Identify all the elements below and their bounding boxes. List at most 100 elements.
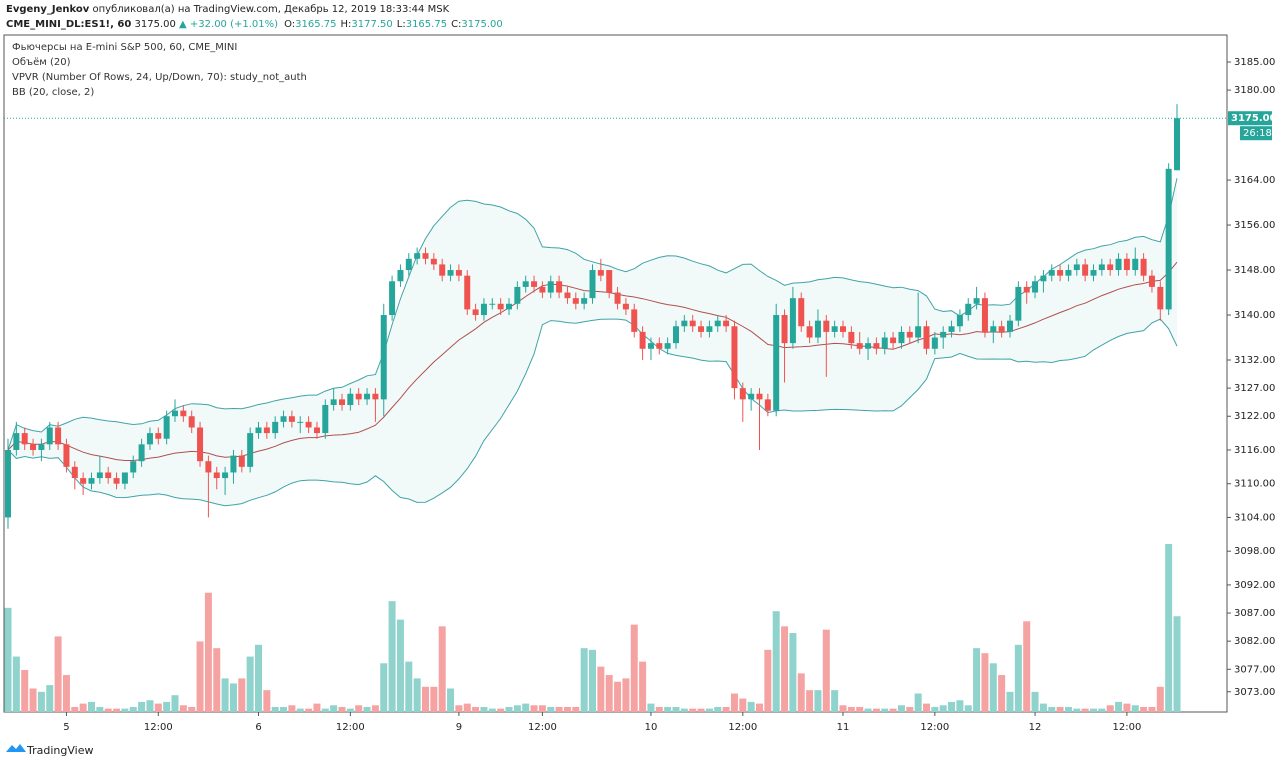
candle-body [96, 472, 103, 479]
y-tick-label: 3104.00 [1234, 512, 1275, 523]
volume-bar [104, 708, 112, 712]
volume-bar [714, 706, 722, 712]
candle-body [30, 444, 37, 450]
candle-body [1032, 281, 1039, 293]
ohlc-key: C: [451, 19, 461, 30]
volume-bar [973, 648, 981, 712]
candle-body [464, 275, 471, 310]
volume-bar [797, 673, 805, 712]
volume-bar [263, 690, 271, 712]
volume-bar [62, 675, 70, 712]
candle-body [213, 472, 220, 479]
volume-bar [697, 708, 705, 712]
candle-body [389, 281, 396, 316]
candle-body [414, 253, 421, 259]
candle-body [355, 393, 362, 400]
candle-body [1023, 286, 1030, 293]
volume-bar [1073, 708, 1081, 712]
volume-bar [956, 700, 964, 712]
volume-bar [964, 705, 972, 712]
candle-body [172, 410, 178, 417]
volume-bar [488, 708, 496, 712]
y-tick-label: 3140.00 [1234, 310, 1275, 321]
candle-body [631, 309, 638, 332]
volume-bar [655, 706, 663, 712]
ohlc-value: 3165.75 [406, 19, 447, 30]
y-tick-label: 3148.00 [1234, 265, 1275, 276]
candle-body [397, 270, 404, 282]
y-tick-label: 3110.00 [1234, 479, 1275, 490]
candle-body [205, 461, 212, 473]
volume-bar [522, 703, 530, 712]
candle-body [865, 343, 872, 349]
volume-bar [221, 678, 229, 712]
candle-body [422, 253, 429, 259]
volume-bar [605, 675, 613, 712]
volume-bar [179, 705, 187, 712]
y-tick-label: 3082.00 [1234, 636, 1275, 647]
volume-bar [1031, 691, 1039, 712]
candle-body [806, 326, 813, 338]
candle-body [1098, 264, 1105, 271]
volume-bar [1123, 703, 1131, 712]
volume-bar [730, 693, 738, 712]
volume-bar [497, 708, 505, 712]
candle-body [313, 427, 320, 434]
volume-bar [672, 706, 680, 712]
ohlc-value: 3165.75 [295, 19, 336, 30]
volume-bar [396, 619, 404, 712]
volume-bar [931, 706, 939, 712]
volume-bar [897, 705, 905, 712]
candle-body [664, 343, 671, 349]
volume-bar [88, 701, 95, 712]
candle-body [1040, 275, 1047, 282]
candle-body [1082, 264, 1089, 276]
candle-body [247, 433, 254, 467]
y-tick-label: 3127.00 [1234, 383, 1275, 394]
candle-body [606, 270, 613, 293]
candle-body [1073, 264, 1080, 271]
candle-body [480, 303, 487, 316]
volume-bar [764, 649, 772, 712]
volume-bar [998, 675, 1006, 712]
volume-bar [1090, 708, 1097, 712]
candle-body [21, 433, 28, 445]
volume-bar [129, 706, 137, 712]
y-tick-label: 3092.00 [1234, 580, 1275, 591]
candle-body [1015, 286, 1022, 321]
candle-body [798, 298, 805, 327]
candle-body [1065, 270, 1072, 276]
volume-bar [280, 706, 288, 712]
candle-body [38, 444, 45, 450]
candle-body [923, 326, 930, 349]
candle-body [197, 427, 204, 462]
price: 3175.00 [135, 19, 176, 30]
candle-body [288, 416, 295, 422]
volume-bar [630, 624, 638, 712]
volume-bar [981, 653, 989, 712]
candle-body [681, 320, 688, 327]
ohlc-key: H: [341, 19, 352, 30]
volume-bar [563, 706, 571, 712]
candle-body [614, 292, 621, 304]
candle-body [1148, 275, 1155, 287]
volume-bar [680, 708, 688, 712]
candle-body [564, 292, 571, 299]
volume-bar [363, 706, 371, 712]
candle-body [5, 449, 11, 518]
volume-bar [355, 705, 363, 712]
candle-body [547, 281, 554, 293]
volume-bar [555, 706, 563, 712]
y-tick-label: 3132.00 [1234, 355, 1275, 366]
candle-body [622, 303, 629, 310]
candle-body [990, 326, 997, 332]
volume-bar [79, 703, 87, 712]
volume-bar [1115, 701, 1123, 712]
last-price-box [1228, 111, 1272, 126]
x-tick-label: 12:00 [728, 722, 757, 733]
candle-body [1140, 258, 1147, 276]
volume-bar [872, 708, 880, 712]
volume-bar [138, 701, 146, 712]
x-tick-label: 6 [255, 722, 261, 733]
volume-bar [705, 708, 713, 712]
